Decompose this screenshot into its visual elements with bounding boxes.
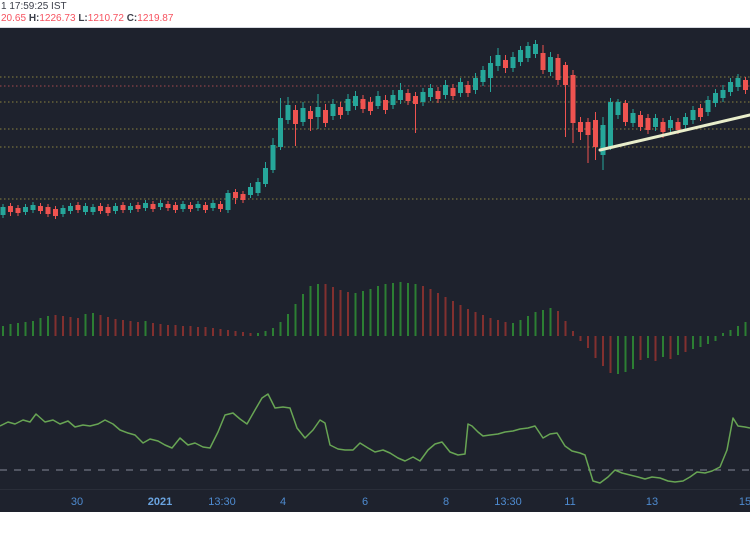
candlestick-series (0, 40, 748, 219)
page-margin (0, 512, 750, 536)
open-value-partial: 20.65 (1, 13, 27, 24)
time-axis-label: 30 (71, 496, 83, 508)
time-axis-label: 4 (280, 496, 286, 508)
last-update-datetime: 1 17:59:25 IST (1, 1, 67, 12)
oscillator-line (0, 393, 750, 484)
time-axis-label: 13 (646, 496, 658, 508)
low-value: 1210.72 (87, 13, 124, 24)
high-value: 1226.73 (39, 13, 76, 24)
time-axis-label: 13:30 (494, 496, 522, 508)
time-axis-label: 6 (362, 496, 368, 508)
time-axis-label: 11 (564, 496, 575, 508)
pivot-levels (0, 76, 750, 200)
time-axis-label: 8 (443, 496, 449, 508)
time-axis-label: 15 (739, 496, 750, 508)
ohlc-legend: 1 17:59:25 IST 20.65 H:1226.73 L:1210.72… (0, 0, 750, 28)
time-axis-label: 2021 (148, 496, 172, 508)
high-label: H: (28, 13, 40, 24)
close-value: 1219.87 (137, 13, 174, 24)
time-axis[interactable] (0, 490, 750, 512)
macd-histogram (2, 282, 747, 374)
time-axis-label: 13:30 (208, 496, 236, 508)
time-axis-labels: 30 2021 13:30 4 6 8 13:30 11 13 15 (0, 489, 750, 508)
ohlc-values-row: 20.65 H:1226.73 L:1210.72 C:1219.87 (1, 13, 750, 25)
low-label: L: (78, 13, 88, 24)
trendline[interactable] (598, 113, 750, 152)
oscillator-pane (0, 393, 750, 484)
close-label: C: (126, 13, 138, 24)
